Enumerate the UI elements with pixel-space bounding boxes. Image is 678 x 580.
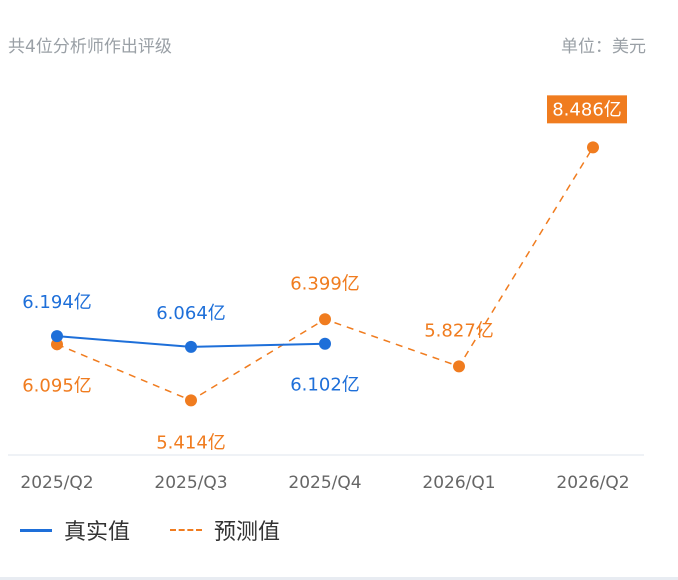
actual-data-label: 6.064亿 (156, 303, 226, 324)
forecast-point (587, 141, 599, 154)
forecast-point (185, 394, 197, 407)
x-tick-label: 2025/Q2 (20, 473, 93, 493)
x-tick-label: 2026/Q1 (422, 473, 495, 493)
forecast-data-label: 8.486亿 (552, 99, 622, 120)
actual-point (51, 330, 63, 343)
forecast-data-label: 6.399亿 (290, 273, 360, 294)
analyst-count-subtitle: 共4位分析师作出评级 (8, 37, 172, 57)
legend-swatch-actual (20, 528, 52, 532)
actual-data-label: 6.194亿 (22, 292, 92, 313)
legend-swatch-forecast (170, 529, 203, 531)
forecast-data-label: 6.095亿 (22, 375, 92, 396)
legend-item-forecast[interactable]: 预测值 (170, 514, 280, 546)
actual-point (185, 340, 197, 353)
forecast-data-label: 5.827亿 (424, 320, 494, 341)
bottom-divider (0, 577, 678, 580)
x-tick-label: 2025/Q4 (288, 473, 361, 493)
chart-header: 共4位分析师作出评级 单位：美元 (8, 32, 646, 57)
unit-label: 单位：美元 (561, 37, 646, 57)
forecast-highlight-label-box (547, 95, 627, 124)
forecast-point (453, 360, 465, 373)
x-tick-label: 2026/Q2 (556, 473, 629, 493)
forecast-data-label: 5.414亿 (156, 432, 226, 453)
actual-data-label: 6.102亿 (290, 375, 360, 396)
revenue-chart: 2025/Q2 2025/Q3 2025/Q4 2026/Q1 2026/Q2 6.194… (8, 95, 644, 493)
x-tick-label: 2025/Q3 (154, 473, 227, 493)
chart-legend: 真实值 预测值 (20, 512, 320, 548)
actual-point (319, 337, 331, 350)
legend-label-forecast: 预测值 (214, 520, 281, 545)
forecast-point (319, 313, 331, 326)
legend-item-actual[interactable]: 真实值 (20, 514, 130, 546)
legend-label-actual: 真实值 (64, 520, 131, 545)
